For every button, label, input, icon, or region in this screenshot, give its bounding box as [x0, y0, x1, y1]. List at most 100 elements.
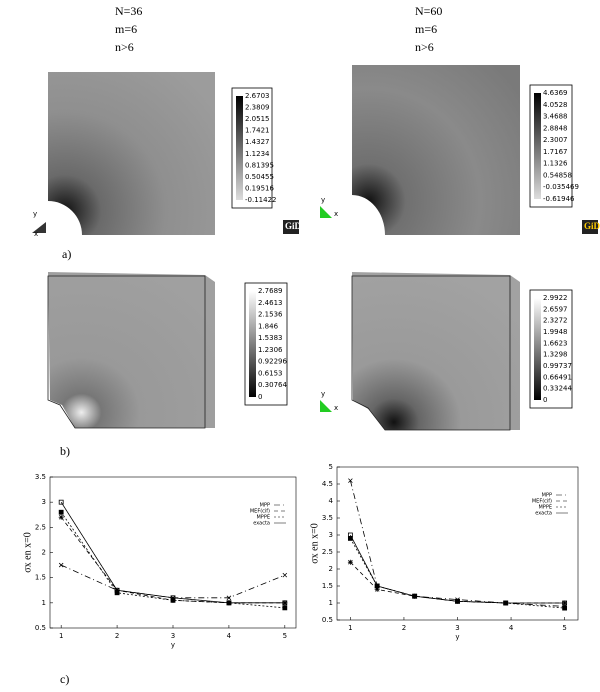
x-tick-label: 5 — [562, 624, 566, 632]
y-tick-label: 2 — [42, 549, 46, 557]
colorbar-tick-label: 2.3007 — [543, 136, 568, 144]
marker — [374, 586, 380, 592]
triad-label: y — [321, 196, 325, 204]
colorbar — [534, 298, 541, 400]
outline — [351, 275, 511, 431]
plot-frame — [336, 466, 579, 621]
panel-label: N=60 — [415, 4, 442, 18]
colorbar-tick-label: 1.3298 — [543, 351, 568, 359]
triad-label: x — [34, 230, 38, 238]
x-tick-label: 1 — [348, 624, 352, 632]
logo-box — [283, 220, 299, 234]
marker — [282, 605, 288, 611]
colorbar-tick-label: 2.4613 — [258, 299, 283, 307]
colorbar-tick-label: 0.33244 — [543, 385, 572, 393]
colorbar-tick-label: 0.54858 — [543, 171, 572, 179]
x-tick-label: 2 — [402, 624, 406, 632]
triad-label: y — [33, 210, 37, 218]
series-line — [60, 501, 285, 604]
colorbar-tick-label: 2.8848 — [543, 124, 568, 132]
y-tick-label: 2 — [329, 565, 333, 573]
contour-plot — [48, 72, 215, 235]
legend-label: exacta — [253, 521, 270, 527]
x-tick-label: 3 — [171, 632, 175, 640]
marker — [226, 600, 232, 606]
y-tick-label: 5 — [329, 463, 333, 471]
row-label: a) — [62, 247, 71, 261]
colorbar — [249, 291, 256, 397]
marker — [170, 595, 176, 601]
panel-label: m=6 — [115, 22, 137, 36]
y-tick-label: 1.5 — [35, 574, 46, 582]
colorbar-tick-label: 0.81395 — [245, 161, 274, 169]
marker — [226, 595, 232, 601]
panel-label: m=6 — [415, 22, 437, 36]
marker — [562, 605, 568, 611]
series-line — [60, 512, 285, 609]
colorbar-tick-label: -0.11422 — [245, 196, 276, 204]
marker — [503, 600, 509, 606]
marker — [58, 509, 64, 515]
x-axis-label: y — [171, 641, 175, 649]
legend-label: MPP — [260, 503, 270, 509]
colorbar-tick-label: 1.9948 — [543, 328, 568, 336]
y-axis-label: σx en x=0 — [309, 523, 320, 563]
colorbar-tick-label: 1.7167 — [543, 148, 568, 156]
logo: GiD — [584, 221, 600, 231]
colorbar-tick-label: 1.846 — [258, 322, 279, 330]
marker — [282, 600, 288, 606]
colorbar-tick-label: 4.0528 — [543, 101, 568, 109]
row-label: c) — [60, 672, 69, 686]
row-label: b) — [60, 444, 70, 458]
marker — [58, 562, 64, 568]
colorbar-tick-label: 1.5383 — [258, 334, 283, 342]
colorbar-tick-label: 2.3272 — [543, 317, 568, 325]
marker — [348, 478, 353, 483]
colorbar-tick-label: 0.6153 — [258, 369, 283, 377]
colorbar-tick-label: 2.7689 — [258, 287, 283, 295]
colorbar-tick-label: 0.19516 — [245, 184, 274, 192]
y-tick-label: 0.5 — [35, 624, 46, 632]
colorbar-tick-label: 0 — [543, 396, 547, 404]
y-tick-label: 2.5 — [322, 548, 333, 556]
legend-label: exacta — [535, 511, 552, 517]
marker — [562, 600, 568, 606]
colorbar-tick-label: -0.61946 — [543, 195, 575, 203]
colorbar-tick-label: 2.6597 — [543, 305, 568, 313]
triad-label: y — [321, 390, 325, 398]
y-tick-label: 1 — [42, 599, 46, 607]
x-tick-label: 4 — [227, 632, 232, 640]
marker — [114, 587, 120, 593]
colorbar-tick-label: 1.7421 — [245, 127, 270, 135]
logo-box — [582, 220, 598, 234]
marker — [58, 499, 64, 505]
legend-label: MPP — [542, 493, 552, 499]
x-tick-label: 1 — [59, 632, 63, 640]
marker — [170, 597, 176, 603]
marker — [374, 583, 380, 589]
panel-label: N=36 — [115, 4, 142, 18]
outline — [47, 275, 206, 429]
colorbar-tick-label: 0.66491 — [543, 373, 572, 381]
marker — [347, 559, 353, 565]
marker — [282, 572, 288, 578]
marker — [347, 532, 353, 538]
panel-label: n>6 — [115, 40, 134, 54]
axis-triad — [320, 400, 332, 412]
colorbar-tick-label: 0 — [258, 393, 262, 401]
colorbar-tick-label: 1.4327 — [245, 138, 270, 146]
logo: GiD — [285, 221, 302, 231]
legend-label: MEF(cif) — [250, 509, 270, 515]
colorbar-tick-label: 3.4688 — [543, 113, 568, 121]
colorbar-tick-label: 2.6703 — [245, 92, 270, 100]
colorbar-tick-label: 2.9922 — [543, 294, 568, 302]
colorbar-tick-label: 0.92296 — [258, 358, 287, 366]
colorbar-tick-label: 1.6623 — [543, 339, 568, 347]
contour-plot — [352, 65, 520, 235]
y-tick-label: 0.5 — [322, 616, 333, 624]
y-tick-label: 3.5 — [322, 514, 333, 522]
colorbar-tick-label: 2.0515 — [245, 115, 270, 123]
contour-plot — [48, 272, 215, 428]
